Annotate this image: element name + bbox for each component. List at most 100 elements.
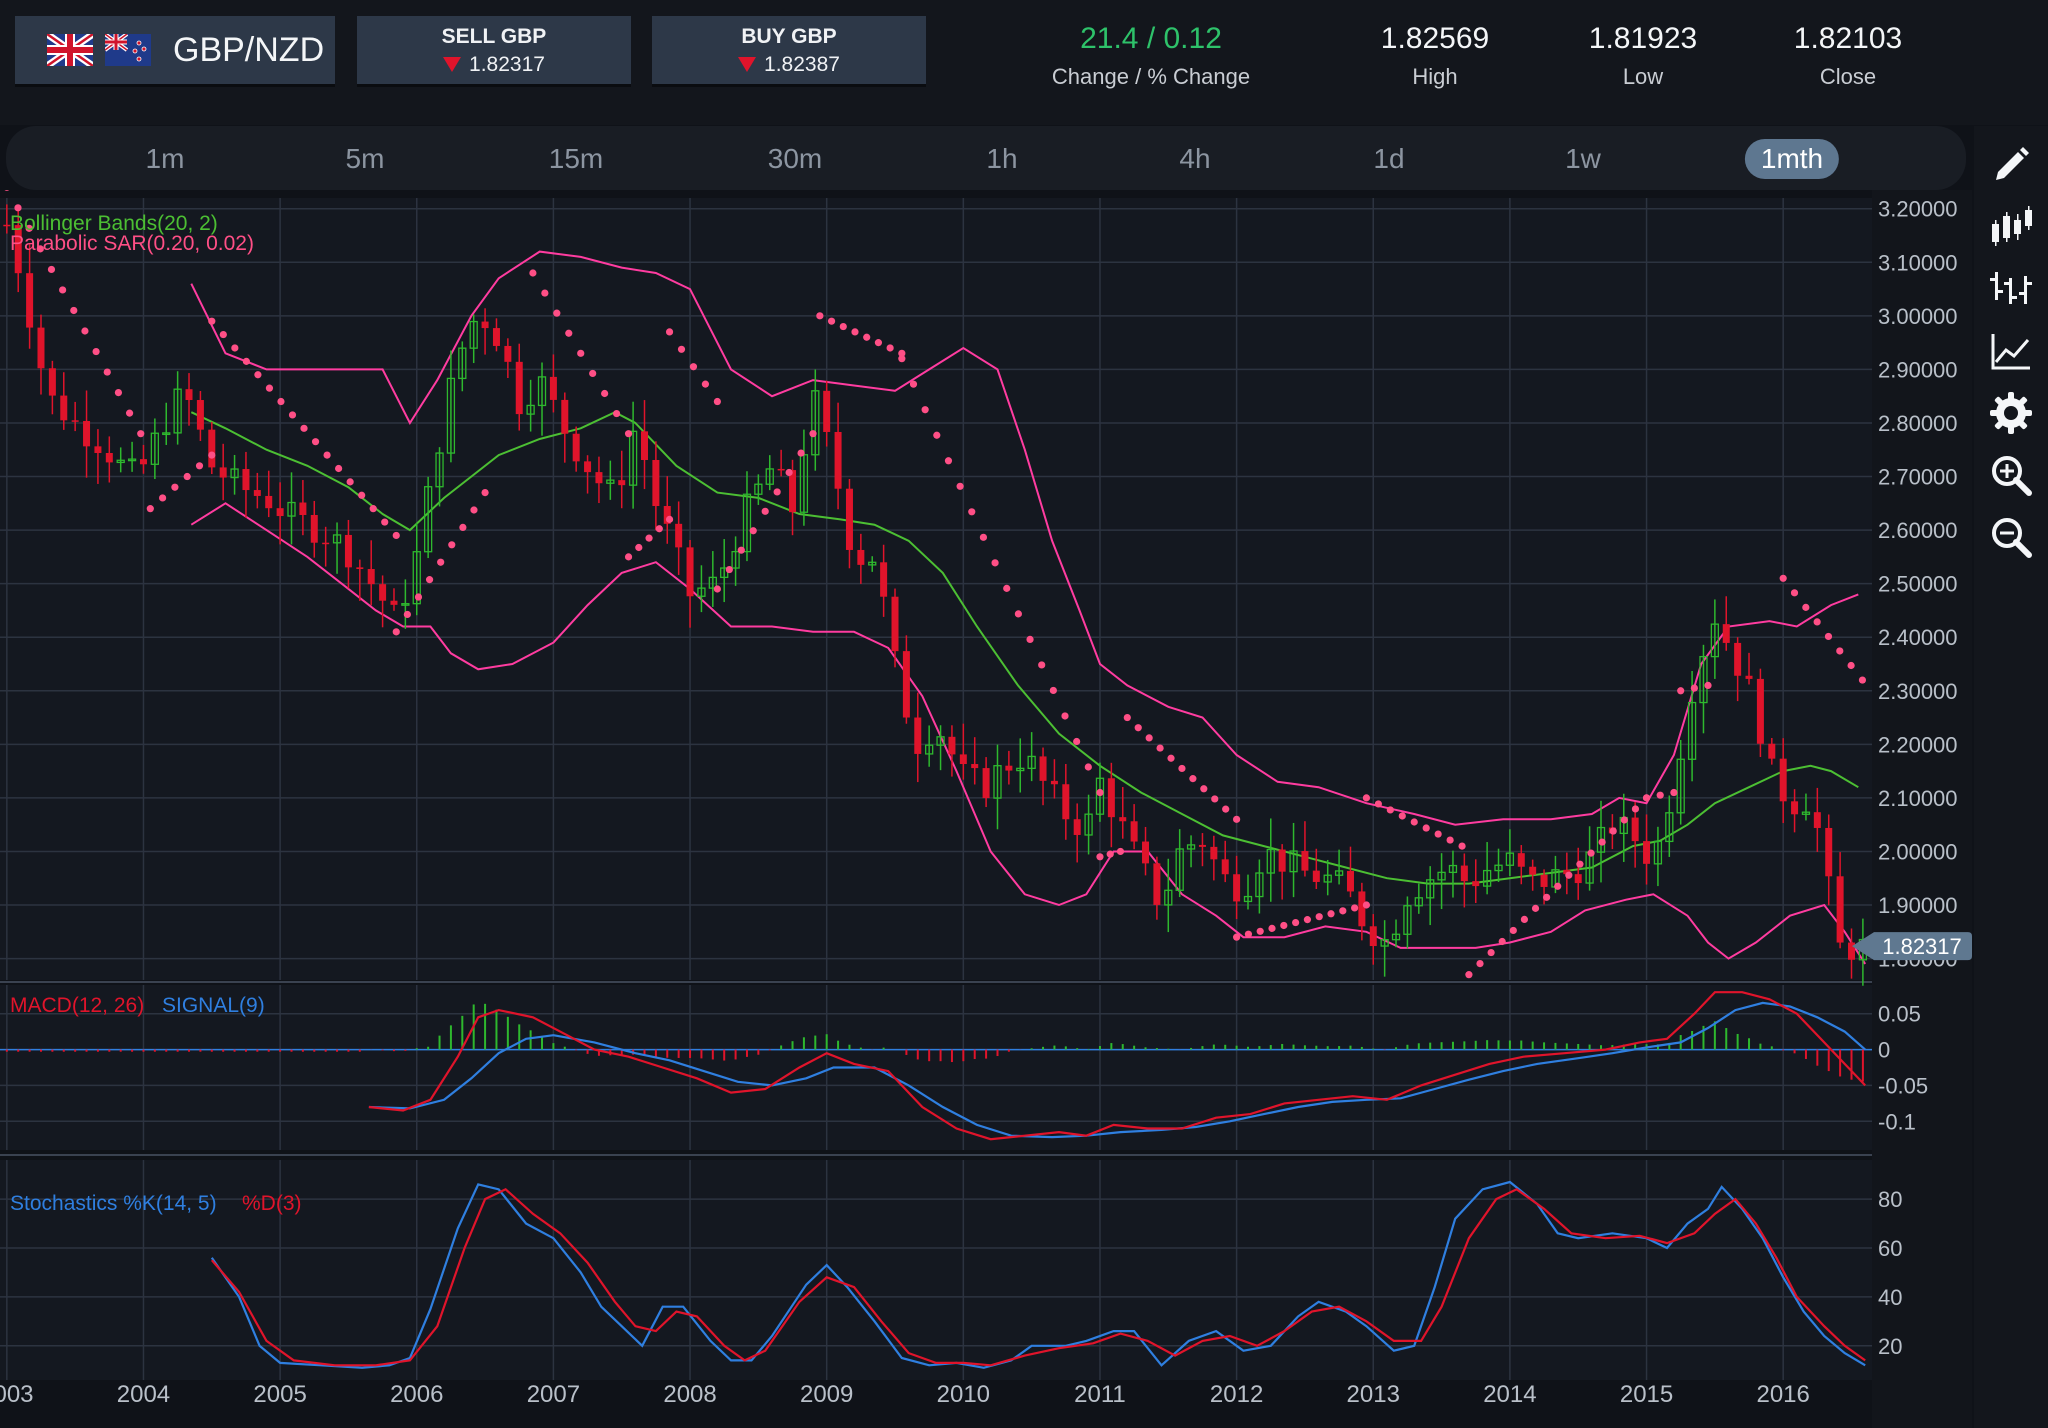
ohlc-bar-tool[interactable] (1974, 258, 2048, 320)
x-tick-label: 2014 (1483, 1381, 1536, 1408)
tab-1m[interactable]: 1m (145, 143, 185, 174)
sar-dot (737, 546, 745, 554)
candle-body (1574, 874, 1582, 884)
tab-5m[interactable]: 5m (345, 143, 385, 174)
y-tick-label: 2.30000 (1878, 679, 1958, 704)
tab-1h[interactable]: 1h (986, 143, 1018, 174)
tab-1mth[interactable]: 1mth (1744, 139, 1840, 179)
sar-dot (1434, 830, 1442, 838)
current-price-tag (1852, 932, 1972, 961)
bollinger-middle-band (190, 411, 1859, 885)
sar-dot (1509, 926, 1517, 935)
tab-30m[interactable]: 30m (767, 143, 823, 174)
sar-dot (1458, 842, 1466, 850)
y-tick-label: 3.00000 (1878, 304, 1958, 329)
candle-body (1505, 852, 1515, 866)
candle-body (1027, 755, 1036, 770)
sar-dot (655, 525, 663, 533)
line-chart-tool[interactable] (1974, 320, 2048, 382)
sar-dot (785, 468, 793, 477)
candle-body (1848, 942, 1856, 960)
sar-dot (898, 349, 906, 357)
x-tick-label: 2005 (253, 1381, 306, 1408)
sar-dot (863, 333, 871, 341)
candle-body (1472, 881, 1480, 887)
sar-dot (414, 593, 423, 601)
chart-area[interactable]: 2003 2004 2005 2006 2007 2008 2009 2010 2011 2012… (0, 190, 1974, 1428)
x-tick-label: 2015 (1620, 1381, 1673, 1408)
sar-dot (577, 349, 585, 357)
candle-body (1801, 811, 1811, 815)
sar-dot (1211, 795, 1219, 803)
change-label: Change / % Change (1051, 64, 1251, 89)
panel-background (0, 198, 1872, 980)
sell-button[interactable]: SELL GBP 1.82317 (357, 16, 631, 84)
sar-dot (392, 531, 400, 540)
y-tick-label: 2.80000 (1878, 411, 1958, 436)
candle-body (1175, 848, 1184, 891)
high-value: 1.82569 (1380, 22, 1490, 55)
sar-dot (635, 543, 643, 552)
sar-dot (1813, 618, 1821, 626)
y-tick-label: 60 (1878, 1236, 1902, 1261)
tab-1d[interactable]: 1d (1373, 143, 1405, 174)
header-bar: GBP/NZD SELL GBP 1.82317 BUY GBP 1.82387… (0, 0, 2048, 125)
candle-body (1836, 876, 1844, 943)
candle-body (1687, 701, 1697, 760)
buy-price: 1.82387 (764, 53, 840, 76)
sar-dot (448, 541, 456, 549)
sar-dot (1704, 681, 1712, 690)
sar-dot (1498, 937, 1506, 946)
zoom-out-button[interactable] (1974, 506, 2048, 568)
draw-tool[interactable] (1974, 134, 2048, 196)
zoom-in-button[interactable] (1974, 444, 2048, 506)
sar-dot (991, 559, 999, 567)
candle-body (1062, 784, 1070, 820)
settings-tool[interactable] (1974, 382, 2048, 444)
instrument-selector[interactable]: GBP/NZD (15, 16, 335, 84)
sar-dot (665, 515, 674, 523)
tab-15m[interactable]: 15m (548, 143, 604, 174)
candle-body (253, 490, 261, 496)
current-price-label: 1.82317 (1882, 934, 1962, 959)
candle-body (891, 596, 899, 652)
candle-body (162, 432, 171, 436)
candle-body (925, 744, 934, 755)
candle-body (332, 534, 342, 544)
candle-body (1323, 874, 1332, 883)
candle-body (1301, 851, 1309, 871)
candle-body (731, 550, 740, 569)
sar-dot (125, 409, 134, 417)
candle-body (1722, 624, 1730, 643)
change-value: 21.4 / 0.12 (1080, 22, 1222, 55)
candle-body (628, 430, 638, 486)
candle-body (1391, 933, 1401, 941)
candle-body (697, 587, 706, 597)
buy-button[interactable]: BUY GBP 1.82387 (652, 16, 926, 84)
low-value: 1.81923 (1588, 22, 1698, 55)
sar-dot (816, 312, 824, 320)
candle-body (1221, 859, 1229, 875)
sar-dot (921, 406, 929, 414)
candle-body (902, 651, 910, 718)
tab-1w[interactable]: 1w (1565, 143, 1601, 174)
sar-dot (797, 449, 805, 457)
candlestick-tool[interactable] (1974, 196, 2048, 258)
sar-dot (677, 345, 686, 353)
y-tick-label: 3.20000 (1878, 197, 1958, 222)
sar-dot (1145, 734, 1153, 742)
sar-dot (346, 478, 354, 486)
y-tick-label: 1.90000 (1878, 893, 1958, 918)
candle-body (1426, 879, 1435, 899)
candle-body (60, 395, 68, 421)
sar-dot (944, 457, 953, 465)
candle-body (469, 320, 478, 349)
sar-dot (1123, 713, 1131, 722)
tab-4h[interactable]: 4h (1179, 143, 1211, 174)
sar-dot (381, 518, 389, 526)
candle-body (94, 446, 102, 454)
x-tick-label: 2011 (1074, 1381, 1126, 1408)
sar-dot (208, 317, 216, 325)
candle-body (1734, 642, 1742, 676)
stochastics-panel (210, 1180, 1866, 1369)
